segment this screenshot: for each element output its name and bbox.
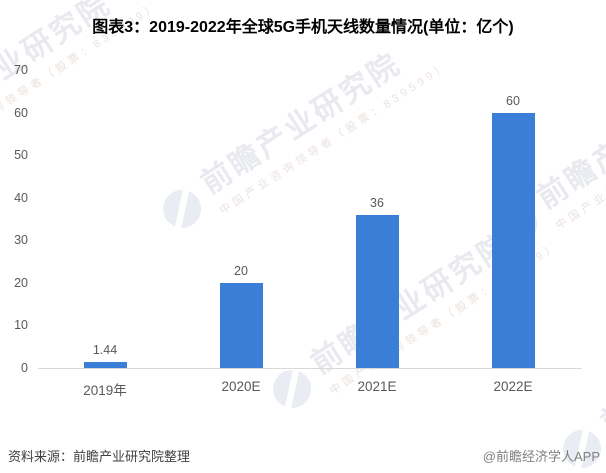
bar-group-2022e: 60: [473, 94, 553, 368]
bar-value-label: 36: [370, 196, 384, 210]
x-axis-label-2021e: 2021E: [357, 379, 397, 394]
x-axis-label-2020e: 2020E: [221, 379, 261, 394]
bar-group-2020e: 20: [201, 264, 281, 368]
bar-value-label: 60: [506, 94, 520, 108]
y-axis-tick-label: 10: [14, 318, 28, 332]
x-axis-label-2019: 2019年: [83, 383, 127, 398]
source-note: 资料来源：前瞻产业研究院整理: [8, 449, 191, 464]
credit-note: @前瞻经济学人APP: [482, 449, 600, 464]
y-axis-tick-label: 50: [14, 148, 28, 162]
bar-2021e: [355, 215, 399, 368]
bar-value-label: 1.44: [92, 343, 118, 357]
x-axis-label-2022e: 2022E: [493, 379, 533, 394]
bar-2019: [83, 362, 127, 368]
bar-2020e: [219, 283, 263, 368]
y-axis-tick-label: 60: [14, 106, 28, 120]
y-axis-tick-label: 40: [14, 191, 28, 205]
bar-value-label: 20: [234, 264, 248, 278]
y-axis-tick-label: 0: [21, 361, 28, 375]
bar-2022e: [491, 113, 535, 368]
x-axis-line: [38, 368, 582, 369]
y-axis-tick-label: 70: [14, 63, 28, 77]
chart-title: 图表3：2019-2022年全球5G手机天线数量情况(单位：亿个): [92, 19, 514, 36]
y-axis-tick-label: 30: [14, 233, 28, 247]
y-axis-tick-label: 20: [14, 276, 28, 290]
bar-group-2019: 1.44: [65, 343, 145, 368]
bar-group-2021e: 36: [337, 196, 417, 368]
